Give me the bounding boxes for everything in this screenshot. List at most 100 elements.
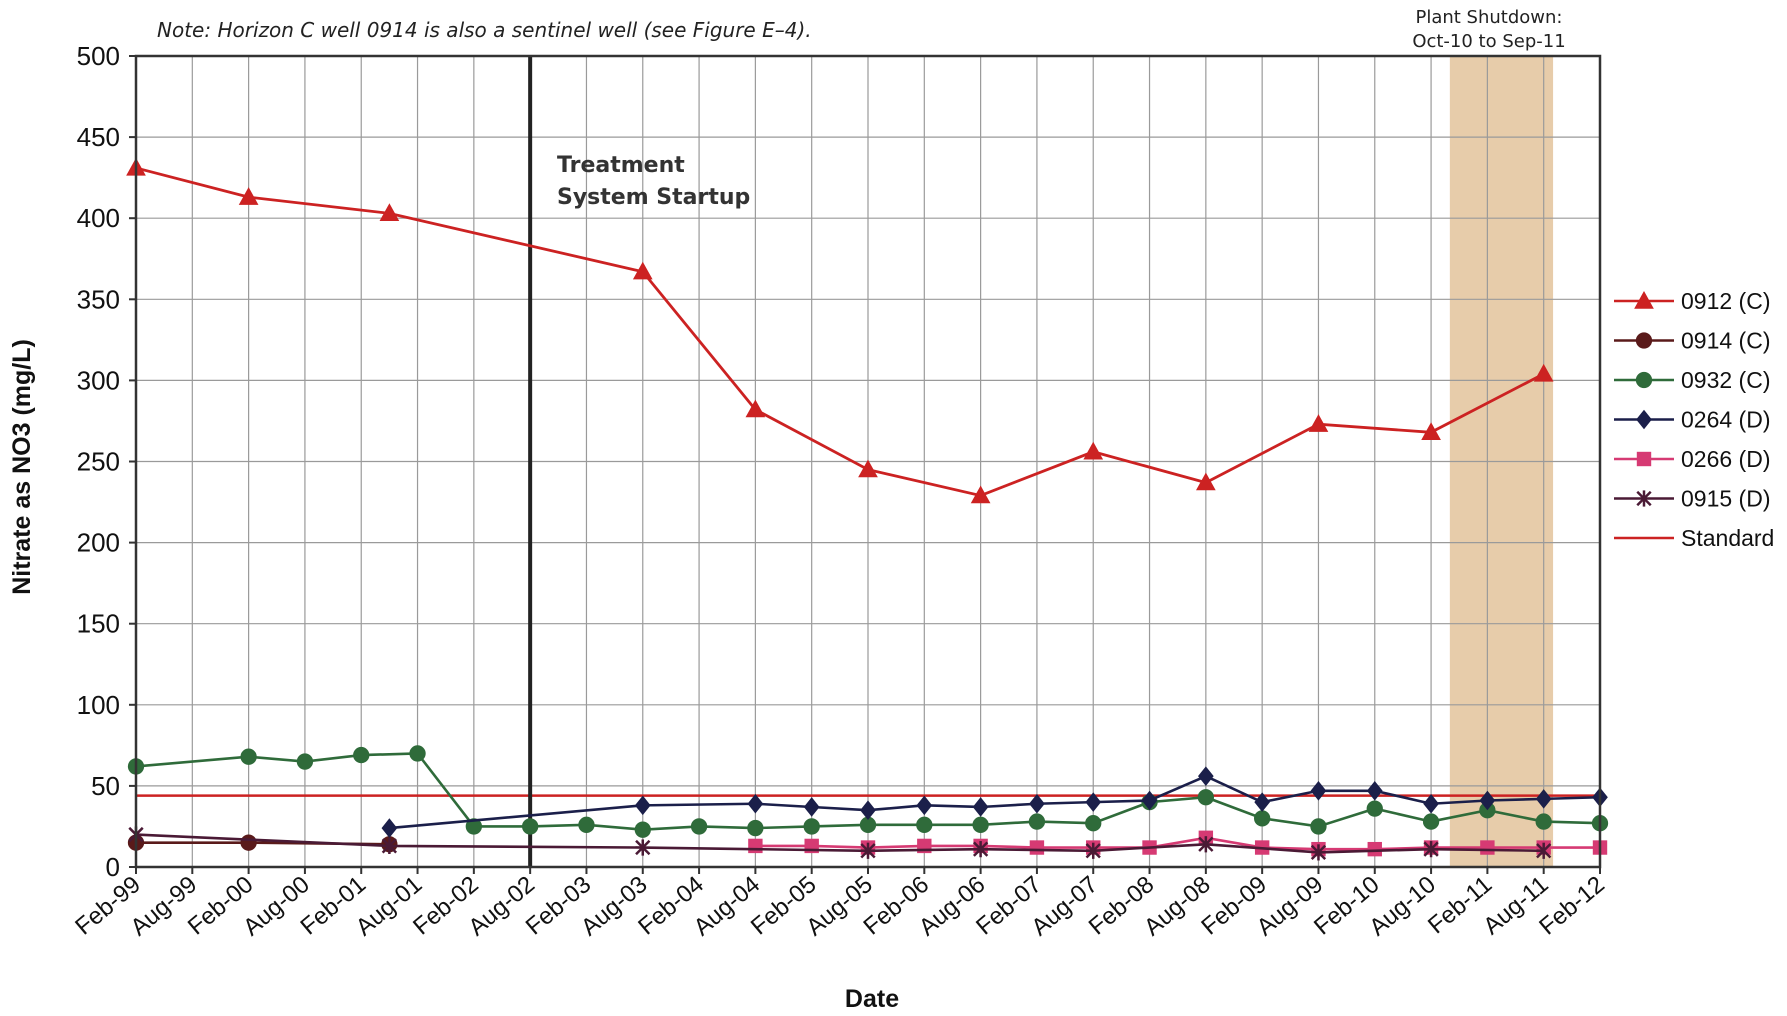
legend-marker xyxy=(1636,409,1652,430)
series-0932-c xyxy=(127,745,1609,838)
x-axis-title: Date xyxy=(845,985,899,1013)
data-point xyxy=(1310,780,1327,801)
series-line xyxy=(135,166,1545,498)
data-point xyxy=(1423,793,1439,814)
legend-label: 0932 (C) xyxy=(1681,367,1770,393)
data-point xyxy=(1533,363,1554,382)
chart-note: Note: Horizon C well 0914 is also a sent… xyxy=(157,18,812,42)
legend-item: 0912 (C) xyxy=(1614,288,1770,314)
data-point xyxy=(916,816,933,833)
data-point xyxy=(1029,793,1045,814)
data-point xyxy=(916,795,933,816)
series-0915-d xyxy=(128,826,1552,861)
y-tick-label: 500 xyxy=(77,41,120,71)
legend-marker xyxy=(1636,490,1652,507)
y-tick-label: 250 xyxy=(77,447,120,477)
y-tick-label: 350 xyxy=(77,284,120,314)
series-0264-d xyxy=(381,766,1608,838)
data-point xyxy=(972,841,989,858)
legend-marker xyxy=(1635,332,1653,349)
data-point xyxy=(635,839,651,856)
data-point xyxy=(803,797,820,817)
legend: 0912 (C) 0914 (C) 0932 (C) 0264 (D) 0266 (D)… xyxy=(1614,288,1774,551)
data-point xyxy=(1480,840,1495,855)
legend-item: 0264 (D) xyxy=(1614,407,1770,433)
data-point xyxy=(747,819,764,837)
data-point xyxy=(240,748,257,765)
data-point xyxy=(296,753,314,770)
data-point xyxy=(748,838,763,854)
data-point xyxy=(381,818,398,838)
startup-label-line1: Treatment xyxy=(557,153,685,178)
shutdown-label-line1: Plant Shutdown: xyxy=(1415,7,1562,28)
data-point xyxy=(1535,813,1552,830)
data-point xyxy=(972,816,989,833)
data-point xyxy=(745,399,766,418)
data-point xyxy=(1195,472,1216,491)
legend-item: 0266 (D) xyxy=(1614,446,1770,472)
data-point xyxy=(634,795,651,816)
legend-marker xyxy=(1634,290,1654,309)
y-tick-label: 50 xyxy=(91,771,120,801)
data-point xyxy=(1085,842,1101,859)
data-point xyxy=(1254,810,1271,827)
series-line xyxy=(135,833,1544,854)
data-point xyxy=(858,459,878,478)
data-point xyxy=(1479,790,1496,811)
data-point xyxy=(240,834,257,851)
data-point xyxy=(1197,789,1214,806)
data-point xyxy=(1198,836,1214,853)
startup-label-line2: System Startup xyxy=(557,185,750,210)
data-point xyxy=(353,746,370,764)
legend-marker xyxy=(1636,451,1652,467)
legend-label: 0914 (C) xyxy=(1681,328,1770,354)
legend-item: 0932 (C) xyxy=(1614,367,1770,393)
legend-label: 0915 (D) xyxy=(1681,486,1770,512)
y-tick-label: 400 xyxy=(77,203,120,233)
data-point xyxy=(1198,766,1214,786)
y-tick-label: 450 xyxy=(77,122,120,152)
y-tick-label: 300 xyxy=(77,365,120,395)
series-line xyxy=(135,752,1601,831)
y-tick-label: 0 xyxy=(106,852,120,882)
data-point xyxy=(1366,800,1383,817)
data-point xyxy=(1536,842,1552,859)
data-point xyxy=(1366,780,1383,801)
data-point xyxy=(1310,818,1327,835)
legend-item: Standard xyxy=(1614,525,1774,551)
y-axis-title: Nitrate as NO3 (mg/L) xyxy=(8,339,36,595)
series-0912-c xyxy=(126,157,1554,504)
legend-item: 0914 (C) xyxy=(1614,328,1770,354)
legend-item: 0915 (D) xyxy=(1614,486,1770,512)
y-tick-label: 150 xyxy=(77,609,120,639)
y-tick-label: 200 xyxy=(77,528,120,558)
data-point xyxy=(1308,414,1329,432)
data-point xyxy=(409,745,426,762)
data-point xyxy=(1254,792,1270,812)
data-point xyxy=(238,187,259,205)
data-point xyxy=(1535,789,1552,809)
data-point xyxy=(578,816,595,833)
data-point xyxy=(1083,441,1104,460)
data-point xyxy=(803,818,820,835)
x-tick-label: Feb-12 xyxy=(1534,871,1610,941)
legend-label: 0266 (D) xyxy=(1681,446,1770,472)
data-point xyxy=(1310,844,1327,861)
data-point xyxy=(522,818,539,835)
data-point xyxy=(970,485,991,504)
series-line xyxy=(755,836,1600,851)
data-point xyxy=(632,261,653,280)
data-point xyxy=(634,821,651,838)
data-point xyxy=(1028,813,1046,830)
data-point xyxy=(379,203,400,222)
series-line xyxy=(389,774,1601,830)
legend-label: 0264 (D) xyxy=(1681,407,1770,433)
data-point xyxy=(747,793,764,814)
data-point xyxy=(972,797,989,817)
y-tick-label: 100 xyxy=(77,690,120,720)
data-point xyxy=(465,818,482,835)
data-point xyxy=(690,818,708,835)
data-point xyxy=(1085,815,1102,832)
